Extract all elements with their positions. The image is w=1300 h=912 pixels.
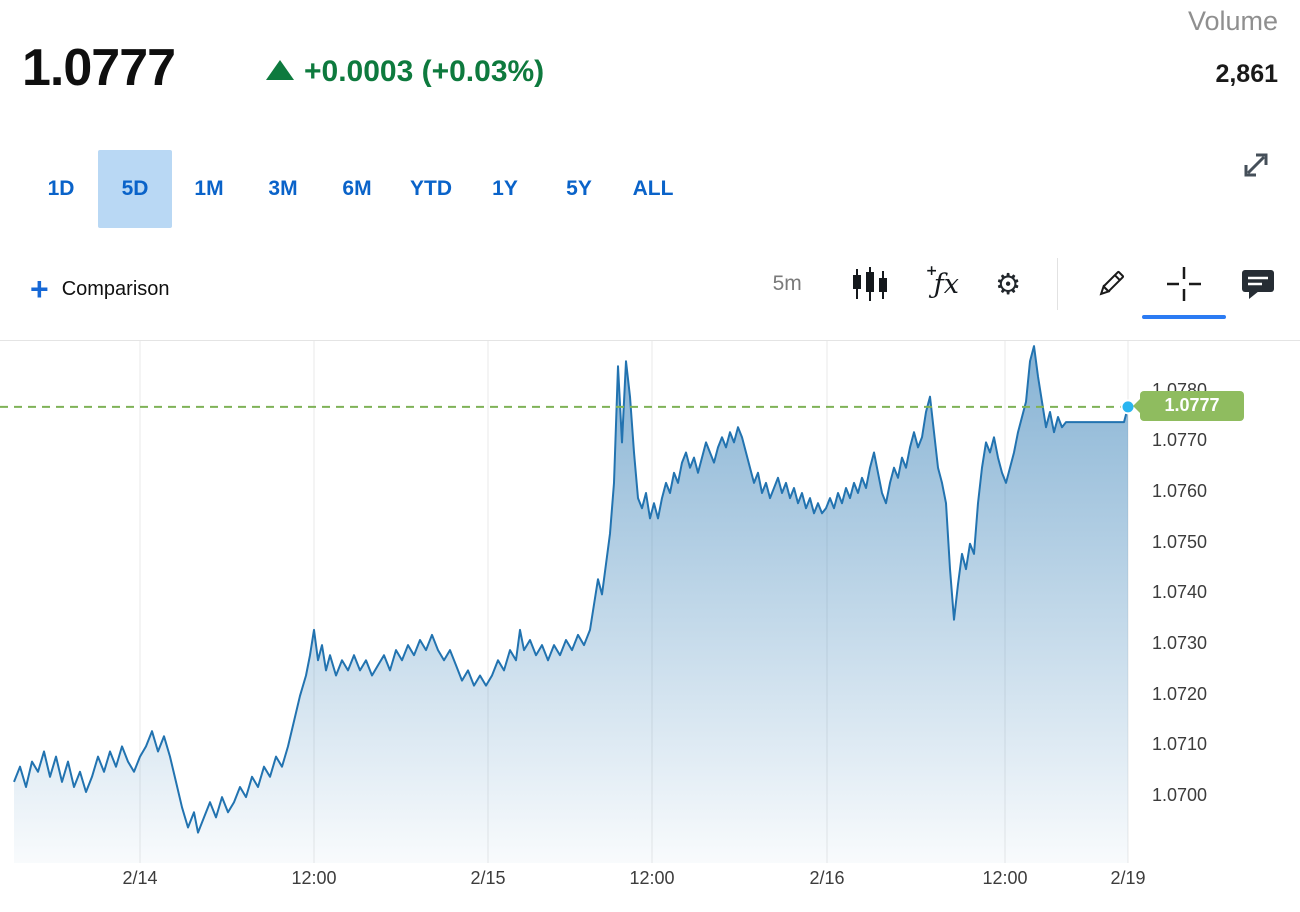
chart-area xyxy=(0,340,1300,863)
candlestick-chart-icon[interactable] xyxy=(850,266,890,302)
crosshair-glyph xyxy=(1167,267,1201,301)
x-tick-label: 2/16 xyxy=(809,868,845,888)
fx-plus-glyph: + xyxy=(925,262,938,279)
y-tick-label: 1.0760 xyxy=(1152,481,1208,502)
current-price-tag: 1.0777 xyxy=(1133,390,1244,421)
chart-toolbar: 5m + ƒx ⚙ xyxy=(772,252,1278,319)
function-icon[interactable]: + ƒx xyxy=(925,262,959,300)
toolbar-divider xyxy=(1057,258,1058,310)
price-line xyxy=(13,345,1129,834)
x-tick-label: 2/14 xyxy=(122,868,158,888)
x-tick-label: 12:00 xyxy=(982,868,1028,888)
range-tab-1y[interactable]: 1Y xyxy=(468,150,542,228)
annotation-comment-icon[interactable] xyxy=(1240,268,1278,300)
x-tick-label: 12:00 xyxy=(291,868,337,888)
y-tick-label: 1.0700 xyxy=(1152,785,1208,806)
comparison-label: Comparison xyxy=(61,277,170,300)
volume-value: 2,861 xyxy=(1215,60,1278,88)
range-tab-1m[interactable]: 1M xyxy=(172,150,246,228)
interval-selector[interactable]: 5m xyxy=(772,272,802,295)
crosshair-tool xyxy=(1142,264,1226,319)
draw-pencil-icon[interactable] xyxy=(1094,267,1128,301)
x-tick-label: 2/19 xyxy=(1110,868,1146,888)
gear-glyph: ⚙ xyxy=(995,267,1021,301)
comment-glyph xyxy=(1242,270,1274,299)
crosshair-icon[interactable] xyxy=(1164,264,1204,304)
range-tab-5y[interactable]: 5Y xyxy=(542,150,616,228)
range-tab-3m[interactable]: 3M xyxy=(246,150,320,228)
range-tab-all[interactable]: ALL xyxy=(616,150,690,228)
up-triangle-icon xyxy=(266,60,294,80)
range-tab-ytd[interactable]: YTD xyxy=(394,150,468,228)
x-tick-label: 2/15 xyxy=(470,868,506,888)
range-tab-6m[interactable]: 6M xyxy=(320,150,394,228)
fx-glyph: + ƒx xyxy=(925,262,959,300)
current-price: 1.0777 xyxy=(22,39,176,97)
volume-label: Volume xyxy=(1187,6,1278,36)
candlestick-glyph xyxy=(852,267,887,301)
y-tick-label: 1.0740 xyxy=(1152,582,1208,603)
range-tab-1d[interactable]: 1D xyxy=(24,150,98,228)
range-tabs: 1D 5D 1M 3M 6M YTD 1Y 5Y ALL xyxy=(24,150,690,228)
settings-gear-icon[interactable]: ⚙ xyxy=(995,268,1021,300)
expand-icon[interactable] xyxy=(1238,148,1274,184)
y-tick-label: 1.0720 xyxy=(1152,683,1208,704)
comparison-button[interactable]: + Comparison xyxy=(30,271,170,307)
range-tab-5d[interactable]: 5D xyxy=(98,150,172,228)
x-tick-label: 12:00 xyxy=(629,868,675,888)
price-change: +0.0003 (+0.03%) xyxy=(304,55,545,88)
y-tick-label: 1.0710 xyxy=(1152,734,1208,755)
y-tick-label: 1.0750 xyxy=(1152,531,1208,552)
y-tick-label: 1.0730 xyxy=(1152,633,1208,654)
expand-arrows-icon xyxy=(1244,153,1268,177)
price-area-fill xyxy=(14,346,1128,863)
chart-plot[interactable] xyxy=(0,341,1140,863)
pencil-glyph xyxy=(1099,271,1124,296)
plus-icon: + xyxy=(30,271,49,307)
y-tick-label: 1.0770 xyxy=(1152,430,1208,451)
active-tool-underline xyxy=(1142,315,1226,319)
